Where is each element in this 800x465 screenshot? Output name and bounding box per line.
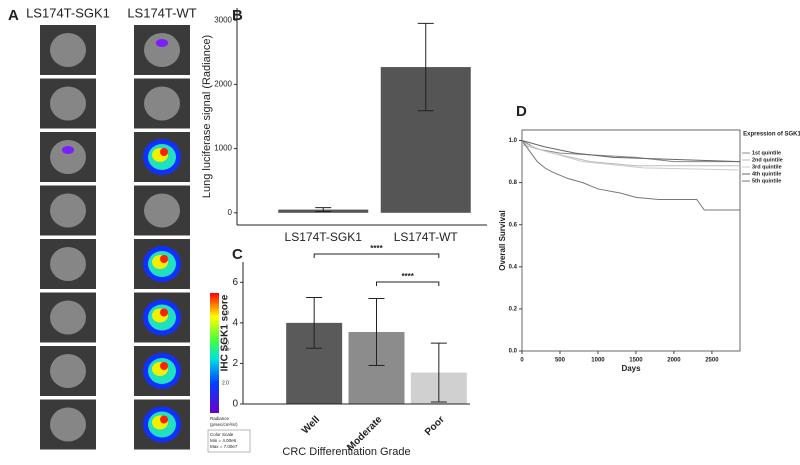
x-tick-label: LS174T-SGK1 bbox=[285, 230, 363, 244]
y-tick-label: 1000 bbox=[214, 144, 232, 153]
legend-label: 2nd quintile bbox=[752, 157, 783, 163]
lung-tissue bbox=[50, 193, 86, 228]
color-scale-bar bbox=[210, 293, 219, 413]
color-scale-unit: x10⁷ bbox=[222, 347, 231, 352]
x-axis-label: CRC Differentiation Grade bbox=[282, 446, 410, 458]
color-scale-tick: 4.0 bbox=[222, 340, 229, 346]
x-tick-label: LS174T-WT bbox=[394, 230, 459, 244]
legend-title: Expression of SGK1 bbox=[743, 132, 800, 138]
y-tick-label: 2000 bbox=[214, 80, 232, 89]
y-tick-label: 0.4 bbox=[509, 264, 518, 270]
color-scale-note: Min = 4.00e6 bbox=[210, 438, 237, 443]
signal-blob bbox=[160, 362, 168, 370]
legend-label: 5th quintile bbox=[752, 178, 781, 184]
significance-label: **** bbox=[370, 244, 383, 253]
legend-label: 1st quintile bbox=[752, 150, 781, 156]
y-tick-label: 2 bbox=[232, 358, 238, 369]
imaging-grid bbox=[40, 25, 190, 450]
x-tick-label: Poor bbox=[423, 414, 447, 438]
lung-tissue bbox=[50, 300, 86, 335]
panel-label: D bbox=[516, 103, 527, 120]
y-tick-label: 6 bbox=[232, 277, 238, 288]
y-tick-label: 0 bbox=[232, 399, 238, 410]
color-scale-units: (p/sec/cm²/sr) bbox=[210, 422, 238, 427]
x-tick-label: 2000 bbox=[667, 358, 681, 364]
x-tick-label: 2500 bbox=[705, 358, 719, 364]
y-axis-label: Overall Survival bbox=[498, 210, 507, 270]
color-scale-tick: 2.0 bbox=[222, 380, 229, 386]
panel-label: C bbox=[232, 246, 243, 263]
lung-tissue bbox=[144, 33, 180, 67]
lung-tissue bbox=[50, 407, 86, 442]
legend-label: 4th quintile bbox=[752, 171, 781, 177]
y-axis-label: Lung luciferase signal (Radiance) bbox=[201, 35, 213, 198]
lung-tissue bbox=[50, 86, 86, 121]
y-tick-label: 1.0 bbox=[509, 138, 518, 144]
y-tick-label: 0.0 bbox=[509, 349, 518, 355]
y-tick-label: 0.2 bbox=[509, 306, 518, 312]
column-label: LS174T-SGK1 bbox=[26, 5, 110, 20]
y-tick-label: 0.6 bbox=[509, 222, 518, 228]
signal-blob bbox=[156, 39, 168, 47]
survival-curve bbox=[521, 142, 741, 171]
signal-blob bbox=[160, 415, 168, 424]
signal-blob bbox=[160, 308, 168, 317]
color-scale-box bbox=[207, 429, 251, 453]
x-tick-label: 1000 bbox=[591, 358, 605, 364]
survival-curve bbox=[521, 140, 741, 163]
x-axis-label: Days bbox=[621, 364, 641, 373]
lung-tissue bbox=[50, 247, 86, 281]
lung-tissue bbox=[50, 140, 86, 174]
x-tick-label: Well bbox=[300, 414, 322, 436]
survival-curve bbox=[521, 140, 740, 211]
color-scale-tick: 6.0 bbox=[222, 310, 229, 316]
lung-tissue bbox=[50, 354, 86, 388]
y-tick-label: 3000 bbox=[214, 15, 232, 24]
significance-bracket bbox=[313, 253, 440, 258]
signal-blob bbox=[62, 146, 74, 154]
significance-bracket bbox=[376, 281, 440, 286]
x-tick-label: 1500 bbox=[629, 358, 643, 364]
plot-frame bbox=[521, 129, 741, 352]
y-tick-label: 0.8 bbox=[509, 180, 518, 186]
signal-blob bbox=[160, 255, 168, 263]
survival-curve bbox=[521, 144, 740, 167]
lung-tissue bbox=[144, 193, 180, 228]
panel-label: A bbox=[8, 7, 19, 24]
x-tick-label: 0 bbox=[520, 358, 524, 364]
y-tick-label: 4 bbox=[232, 317, 238, 328]
y-tick-label: 0 bbox=[228, 208, 233, 217]
color-scale-note: Color Scale bbox=[210, 432, 234, 437]
x-tick-label: 500 bbox=[555, 358, 566, 364]
lung-tissue bbox=[50, 33, 86, 67]
legend-label: 3rd quintile bbox=[752, 164, 782, 170]
lung-tissue bbox=[144, 86, 180, 121]
signal-blob bbox=[160, 148, 168, 156]
color-scale-title: Radiance bbox=[210, 416, 230, 421]
color-scale-note: Max = 7.00e7 bbox=[210, 444, 238, 449]
y-axis-label: IHC SGK1 score bbox=[220, 294, 231, 371]
column-label: LS174T-WT bbox=[127, 5, 196, 20]
significance-label: **** bbox=[401, 272, 414, 281]
